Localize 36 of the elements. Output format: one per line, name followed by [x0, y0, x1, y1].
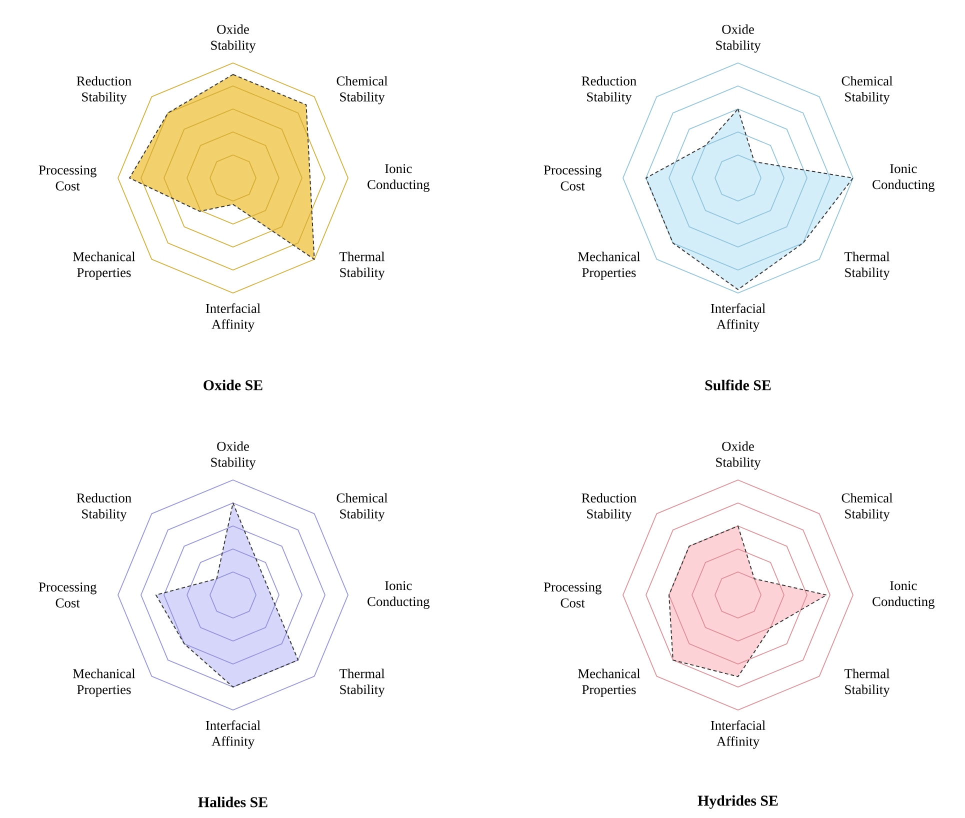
spoke-label: Thermal Stability — [340, 668, 385, 697]
spoke-label: Chemical Stability — [842, 493, 893, 522]
spoke-label: Ionic Conducting — [872, 581, 935, 609]
spoke-label: Reduction Stability — [76, 76, 132, 104]
spoke-label: Interfacial Affinity — [710, 720, 766, 749]
spoke-label: Mechanical Properties — [578, 668, 640, 697]
text: Sulfide SE — [705, 380, 771, 390]
spoke-label: Processing Cost — [544, 582, 602, 608]
spoke-label: Oxide Stability — [211, 24, 256, 53]
spoke-label: Interfacial Affinity — [710, 303, 766, 332]
spoke-label: Mechanical Properties — [578, 252, 640, 280]
spoke-label: Chemical Stability — [336, 76, 388, 104]
spoke-label: Thermal Stability — [844, 252, 890, 280]
spoke-label: Oxide Stability — [211, 441, 256, 470]
spoke-label: Mechanical Properties — [73, 252, 136, 280]
spoke-label: Processing Cost — [544, 166, 602, 190]
spoke-label: Oxide Stability — [716, 24, 761, 53]
spoke-label: Ionic Conducting — [368, 581, 430, 609]
text: Hydrides SE — [698, 795, 778, 809]
spoke-label: Ionic Conducting — [872, 164, 935, 192]
spoke-label: Reduction Stability — [76, 493, 132, 522]
spoke-label: Chemical Stability — [336, 493, 388, 522]
spoke-label: Reduction Stability — [582, 493, 636, 522]
spoke-label: Interfacial Affinity — [206, 303, 260, 332]
spoke-label: Processing Cost — [38, 582, 96, 608]
spoke-label: Processing Cost — [38, 166, 96, 190]
text: Halides SE — [198, 796, 268, 808]
text: Oxide SE — [204, 380, 262, 390]
spoke-label: Ionic Conducting — [368, 164, 430, 192]
spoke-label: Reduction Stability — [582, 76, 636, 104]
spoke-label: Thermal Stability — [340, 252, 385, 280]
spoke-label: Interfacial Affinity — [206, 720, 260, 749]
spoke-label: Oxide Stability — [716, 441, 761, 470]
spoke-label: Thermal Stability — [844, 668, 890, 697]
spoke-label: Chemical Stability — [842, 76, 893, 104]
spoke-label: Mechanical Properties — [73, 668, 136, 697]
